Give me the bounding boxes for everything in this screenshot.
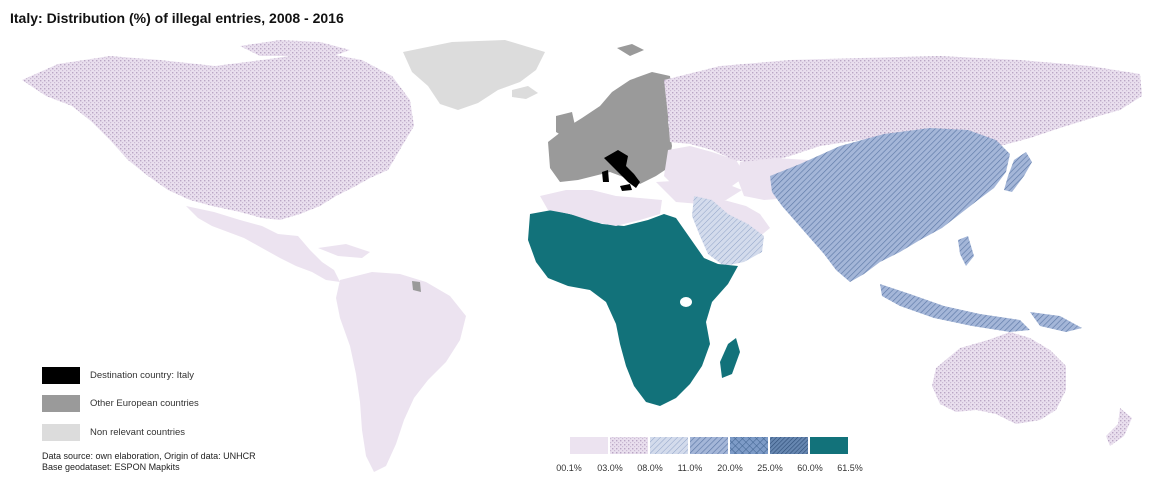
legend-item-non-relevant: Non relevant countries: [42, 423, 185, 441]
japan: [1004, 152, 1032, 192]
turkey: [656, 180, 742, 204]
sicily: [620, 184, 632, 191]
scale-label: 08.0%: [637, 463, 663, 473]
source-line-2: Base geodataset: ESPON Mapkits: [42, 462, 180, 472]
new-guinea: [1030, 312, 1082, 332]
scale-class-7: [810, 437, 848, 454]
scale-class-1: [570, 437, 608, 454]
iceland: [512, 86, 538, 99]
french-guiana: [412, 281, 421, 292]
arabian-peninsula: [692, 196, 764, 266]
scale-label: 20.0%: [717, 463, 743, 473]
scale-class-4: [690, 437, 728, 454]
map-title: Italy: Distribution (%) of illegal entri…: [10, 10, 344, 26]
scale-label: 11.0%: [677, 463, 703, 473]
russia: [664, 56, 1142, 164]
legend-item-italy: Destination country: Italy: [42, 366, 194, 384]
scale-class-3: [650, 437, 688, 454]
indonesia: [880, 284, 1030, 332]
lake-victoria: [680, 297, 692, 307]
asia-hatched: [770, 128, 1010, 282]
scale-labels: 00.1% 03.0% 08.0% 11.0% 20.0% 25.0% 60.0…: [556, 463, 870, 475]
africa: [528, 210, 738, 406]
south-america: [336, 272, 466, 472]
scale-class-5: [730, 437, 768, 454]
greenland: [403, 40, 545, 110]
madagascar: [720, 338, 740, 378]
scale-class-2: [610, 437, 648, 454]
scale-class-6: [770, 437, 808, 454]
data-source: Data source: own elaboration, Origin of …: [42, 451, 256, 473]
source-line-1: Data source: own elaboration, Origin of …: [42, 451, 256, 461]
sardinia: [602, 170, 609, 182]
scale-label: 25.0%: [757, 463, 783, 473]
europe: [548, 72, 672, 184]
north-america: [22, 52, 414, 220]
caribbean: [318, 244, 370, 258]
scale-label: 61.5%: [837, 463, 863, 473]
arctic-islands: [240, 40, 350, 58]
eastern-europe-light: [664, 146, 746, 190]
legend-label-europe: Other European countries: [90, 397, 199, 409]
british-isles: [556, 112, 576, 138]
legend-swatch-italy: [42, 366, 80, 384]
australia: [932, 332, 1066, 424]
philippines: [958, 236, 974, 266]
scale-label: 00.1%: [556, 463, 582, 473]
scale-label: 03.0%: [597, 463, 623, 473]
svalbard: [617, 44, 644, 56]
italy: [604, 150, 640, 188]
legend-item-europe: Other European countries: [42, 394, 199, 412]
legend-swatch-europe: [42, 394, 80, 412]
legend-label-non-relevant: Non relevant countries: [90, 426, 186, 438]
legend-swatch-non-relevant: [42, 423, 80, 441]
central-america: [186, 206, 340, 282]
scale-bar: [570, 437, 848, 454]
new-zealand: [1106, 408, 1132, 446]
legend-label-italy: Destination country: Italy: [90, 369, 195, 381]
north-africa-light: [540, 190, 662, 226]
scale-label: 60.0%: [797, 463, 823, 473]
